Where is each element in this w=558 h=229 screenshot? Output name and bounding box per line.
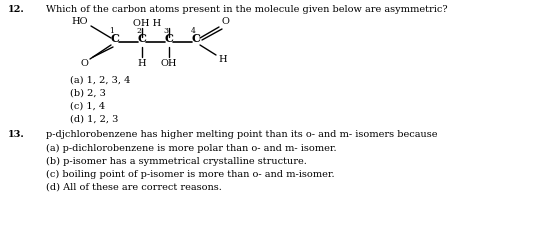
Text: O: O: [80, 60, 88, 68]
Text: OH: OH: [161, 60, 177, 68]
Text: OH H: OH H: [133, 19, 161, 28]
Text: H: H: [138, 60, 146, 68]
Text: p-djchlorobenzene has higher melting point than its o- and m- isomers because: p-djchlorobenzene has higher melting poi…: [46, 130, 437, 139]
Text: 4: 4: [191, 27, 195, 35]
Text: (d) All of these are correct reasons.: (d) All of these are correct reasons.: [46, 183, 222, 192]
Text: C: C: [165, 33, 174, 44]
Text: C: C: [191, 33, 200, 44]
Text: C: C: [110, 33, 119, 44]
Text: (b) 2, 3: (b) 2, 3: [70, 89, 106, 98]
Text: 12.: 12.: [8, 5, 25, 14]
Text: O: O: [222, 17, 230, 27]
Text: 13.: 13.: [8, 130, 25, 139]
Text: HO: HO: [71, 17, 88, 27]
Text: (a) p-dichlorobenzene is more polar than o- and m- isomer.: (a) p-dichlorobenzene is more polar than…: [46, 144, 336, 153]
Text: 3: 3: [163, 27, 169, 35]
Text: (c) 1, 4: (c) 1, 4: [70, 102, 105, 111]
Text: 1: 1: [109, 27, 114, 35]
Text: C: C: [138, 33, 146, 44]
Text: H: H: [218, 55, 227, 65]
Text: Which of the carbon atoms present in the molecule given below are asymmetric?: Which of the carbon atoms present in the…: [46, 5, 448, 14]
Text: (a) 1, 2, 3, 4: (a) 1, 2, 3, 4: [70, 76, 131, 85]
Text: 2: 2: [137, 27, 141, 35]
Text: (c) boiling point of p-isomer is more than o- and m-isomer.: (c) boiling point of p-isomer is more th…: [46, 170, 335, 179]
Text: (d) 1, 2, 3: (d) 1, 2, 3: [70, 115, 118, 124]
Text: (b) p-isomer has a symmetrical crystalline structure.: (b) p-isomer has a symmetrical crystalli…: [46, 157, 307, 166]
